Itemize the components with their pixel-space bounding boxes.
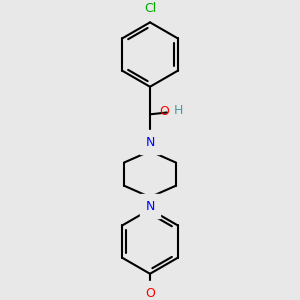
Text: O: O bbox=[145, 287, 155, 300]
Text: O: O bbox=[159, 105, 169, 119]
Text: Cl: Cl bbox=[144, 2, 156, 15]
Text: N: N bbox=[145, 136, 155, 149]
Text: N: N bbox=[145, 200, 155, 213]
Text: H: H bbox=[174, 104, 183, 117]
